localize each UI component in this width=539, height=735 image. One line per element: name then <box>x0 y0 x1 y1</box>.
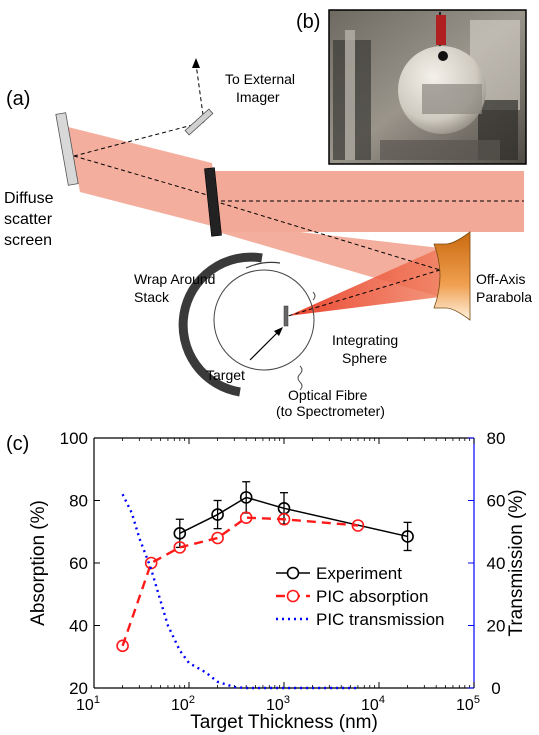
y-axis-label: Absorption (%) <box>28 500 49 626</box>
x-tick-label-exp: 1 <box>94 694 100 706</box>
x-tick-label-base: 10 <box>361 697 379 714</box>
target-label: Target <box>206 367 245 383</box>
data-point <box>401 530 414 543</box>
y2-axis-label: Transmission (%) <box>506 489 527 636</box>
panel-label-c: (c) <box>6 433 29 455</box>
y-tick-label: 60 <box>69 554 88 573</box>
legend-marker <box>286 589 300 603</box>
series-line-2 <box>121 493 358 690</box>
x-tick-label: 104 <box>361 694 385 714</box>
data-point <box>239 511 253 524</box>
beam-plate <box>204 167 222 237</box>
legend-label: Experiment <box>316 564 402 583</box>
y2-tick-label: 60 <box>487 492 506 511</box>
x-tick-label: 105 <box>456 694 480 714</box>
x-tick-label-base: 10 <box>171 697 189 714</box>
target-foil <box>283 305 289 327</box>
off-axis-parabola <box>433 231 471 321</box>
x-tick-label-exp: 3 <box>284 694 290 706</box>
y-tick-label: 80 <box>69 492 88 511</box>
series-line-1 <box>121 516 359 647</box>
y2-tick-label: 20 <box>487 617 506 636</box>
diffuse-screen-label: Diffuse scatter screen <box>4 190 58 249</box>
panel-label-a: (a) <box>6 88 30 110</box>
y-tick-label: 20 <box>69 679 88 698</box>
series-line-0 <box>179 496 408 538</box>
legend-label: PIC absorption <box>316 587 428 606</box>
wrap-around-stack-label: Wrap Around Stack <box>134 271 219 305</box>
optical-fibre <box>297 365 303 391</box>
y2-tick-label: 0 <box>491 679 500 698</box>
x-axis-label: Target Thickness (nm) <box>190 712 378 733</box>
y-tick-label: 100 <box>60 429 88 448</box>
data-point <box>173 527 187 540</box>
focus-cone <box>288 248 440 316</box>
optical-fibre-label: Optical Fibre (to Spectrometer) <box>276 387 385 419</box>
data-point <box>173 541 187 554</box>
x-tick-label-exp: 4 <box>379 694 385 706</box>
data-point <box>239 491 253 504</box>
data-point <box>211 531 224 545</box>
integrating-sphere <box>213 269 315 371</box>
x-tick-label-exp: 2 <box>189 694 195 706</box>
panel-label-b: (b) <box>296 11 320 33</box>
y2-tick-label: 80 <box>487 429 506 448</box>
chart-series <box>116 481 414 690</box>
x-tick-label-base: 10 <box>266 697 284 714</box>
x-tick-label: 101 <box>76 694 100 714</box>
to-external-imager-label: To External Imager <box>225 71 299 105</box>
imager-arrow-icon <box>192 58 200 68</box>
x-tick-label-base: 10 <box>76 697 94 714</box>
data-point <box>116 639 129 653</box>
x-tick-label-exp: 5 <box>474 694 480 706</box>
legend-label: PIC transmission <box>316 610 444 629</box>
photo-panel-b <box>328 9 527 165</box>
chart-legend: Experiment PIC absorption PIC transmission <box>276 564 444 629</box>
x-tick-label: 103 <box>266 694 290 714</box>
x-tick-label: 102 <box>171 694 195 714</box>
data-point <box>211 508 224 521</box>
x-tick-label-base: 10 <box>456 697 474 714</box>
data-point <box>351 519 365 532</box>
y-tick-label: 40 <box>69 617 88 636</box>
y2-tick-label: 40 <box>487 554 506 573</box>
diffuse-screen <box>55 112 79 186</box>
wrap-around-stack <box>178 252 263 397</box>
schematic-panel-a: To External Imager Diffuse scatter scree… <box>4 58 532 419</box>
imager-pickoff-mirror <box>184 108 214 136</box>
legend-marker <box>286 566 300 580</box>
beam-to-screen <box>68 127 220 228</box>
off-axis-parabola-label: Off-Axis Parabola <box>476 271 532 305</box>
integrating-sphere-label: Integrating Sphere <box>332 332 402 366</box>
data-point <box>277 512 291 526</box>
